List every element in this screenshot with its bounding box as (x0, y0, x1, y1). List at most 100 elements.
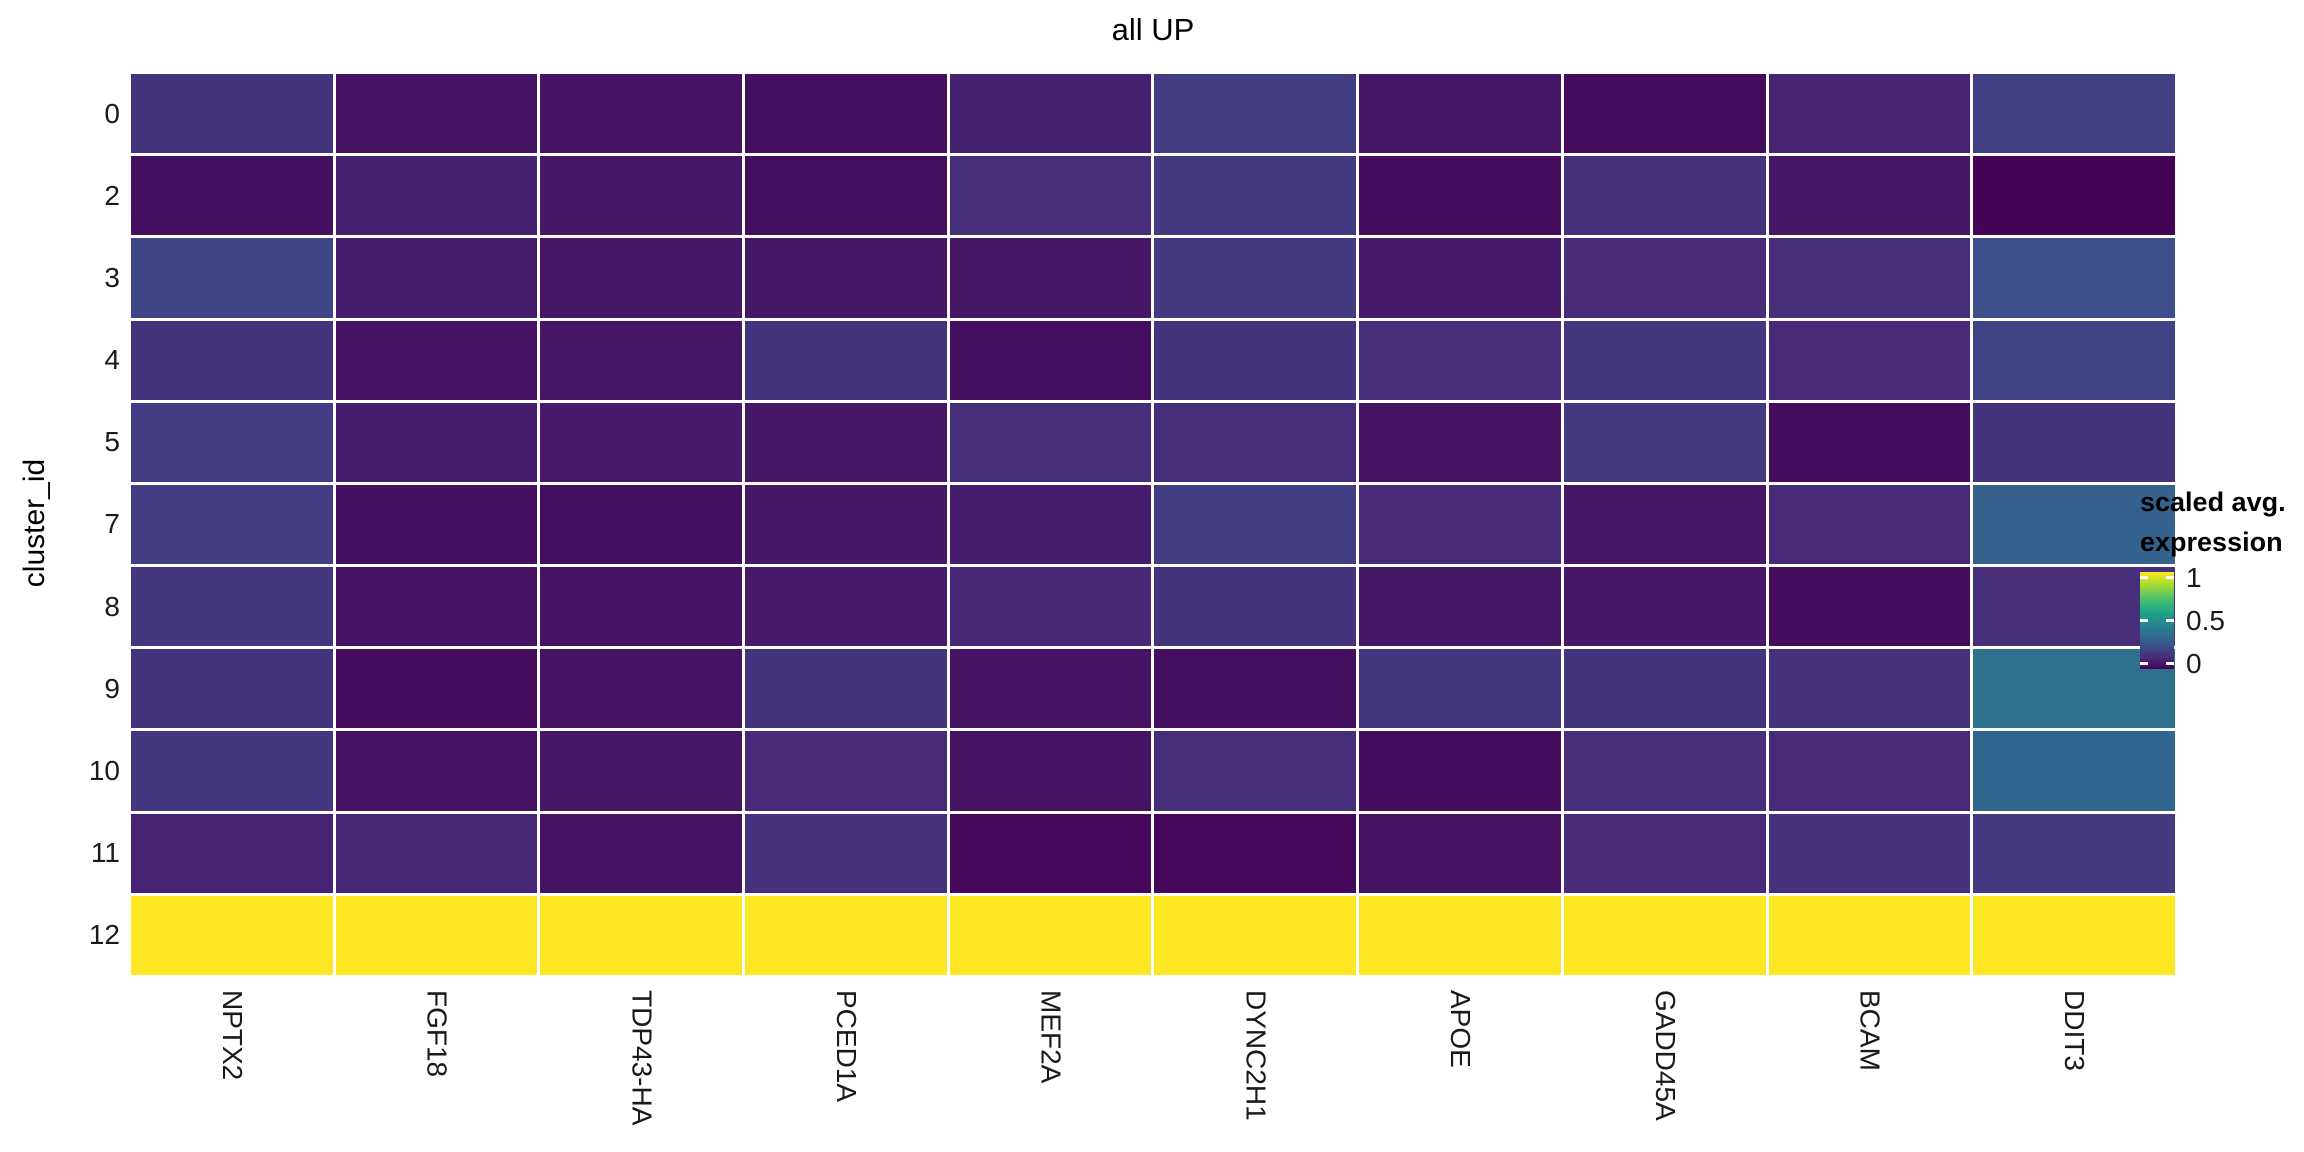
heatmap-cell (1768, 320, 1971, 400)
heatmap-cell (1154, 156, 1357, 236)
heatmap-cell (745, 156, 947, 236)
heatmap-cell (131, 731, 333, 811)
heatmap-cell (745, 74, 947, 154)
heatmap-cell (1973, 238, 2175, 318)
legend-tick-mark (2140, 662, 2148, 665)
heatmap-cell (131, 484, 333, 565)
heatmap-cell (1768, 567, 1971, 647)
heatmap-cell (1359, 731, 1561, 811)
heatmap-cell (1973, 74, 2175, 154)
heatmap-cell (1768, 649, 1971, 729)
heatmap-cell (1563, 484, 1766, 565)
heatmap-cell (540, 320, 743, 400)
heatmap-cell (949, 484, 1152, 565)
heatmap-cell (540, 895, 743, 975)
heatmap-cell (745, 895, 947, 975)
heatmap-cell (540, 74, 743, 154)
heatmap-cell (745, 402, 947, 482)
heatmap-cell (745, 238, 947, 318)
heatmap-cell (540, 567, 743, 647)
heatmap-cell (1359, 649, 1561, 729)
heatmap-cell (1154, 813, 1357, 893)
heatmap-cell (335, 731, 538, 811)
heatmap-cell (1359, 320, 1561, 400)
heatmap-cell (131, 402, 333, 482)
legend-title-line2: expression (2140, 527, 2283, 557)
heatmap-cell (335, 74, 538, 154)
y-tick-label: 8 (104, 590, 120, 622)
heatmap-cell (335, 813, 538, 893)
legend-tick-mark (2166, 576, 2174, 579)
heatmap-cell (540, 731, 743, 811)
heatmap-cell (131, 74, 333, 154)
heatmap-cell (540, 813, 743, 893)
heatmap-cell (745, 731, 947, 811)
heatmap-cell (949, 238, 1152, 318)
heatmap-cell (1563, 74, 1766, 154)
x-tick-label: TDP43-HA (626, 990, 658, 1126)
y-tick-label: 9 (104, 672, 120, 704)
heatmap-cell (1154, 895, 1357, 975)
x-tick-label: BCAM (1854, 990, 1886, 1071)
heatmap-cell (1359, 156, 1561, 236)
heatmap-cell (335, 320, 538, 400)
x-tick-label: DDIT3 (2059, 990, 2091, 1071)
heatmap-cell (540, 649, 743, 729)
heatmap-cell (1768, 813, 1971, 893)
legend-tick-mark (2140, 576, 2148, 579)
heatmap-cell (1563, 813, 1766, 893)
heatmap-cell (1563, 238, 1766, 318)
heatmap-cell (1768, 895, 1971, 975)
heatmap-cell (1973, 320, 2175, 400)
heatmap-cell (335, 895, 538, 975)
legend-tick-mark (2166, 619, 2174, 622)
heatmap-cell (540, 238, 743, 318)
plot-title: all UP (1111, 12, 1195, 47)
legend-tick-mark (2166, 662, 2174, 665)
x-tick-label: NPTX2 (216, 990, 248, 1081)
heatmap-cell (1563, 567, 1766, 647)
y-tick-label: 10 (88, 755, 120, 787)
heatmap-cell (1563, 402, 1766, 482)
heatmap-cell (1154, 649, 1357, 729)
heatmap-cell (131, 320, 333, 400)
x-tick-label: FGF18 (421, 990, 453, 1078)
heatmap-cell (1359, 238, 1561, 318)
heatmap-cell (1359, 895, 1561, 975)
heatmap-cell (949, 813, 1152, 893)
y-tick-label: 11 (90, 837, 120, 869)
heatmap-cell (131, 649, 333, 729)
y-tick-label: 3 (104, 261, 120, 293)
heatmap-cell (540, 484, 743, 565)
legend-colorbar-wrap: 1 0.5 0 (2140, 564, 2225, 678)
x-tick-label: APOE (1445, 990, 1477, 1068)
heatmap-cell (1563, 320, 1766, 400)
heatmap-cell (745, 813, 947, 893)
heatmap-cell (1154, 484, 1357, 565)
legend-title-line1: scaled avg. (2140, 487, 2286, 517)
heatmap-cell (949, 402, 1152, 482)
legend-tick-label: 0 (2186, 648, 2202, 679)
heatmap-cell (1768, 156, 1971, 236)
heatmap-cell (1359, 484, 1561, 565)
heatmap-cell (1973, 813, 2175, 893)
heatmap-cell (1359, 813, 1561, 893)
x-tick-label: PCED1A (830, 990, 862, 1103)
heatmap-cell (1154, 74, 1357, 154)
y-tick-label: 12 (88, 919, 120, 951)
heatmap-cell (1563, 731, 1766, 811)
legend-tick-label: 0.5 (2186, 605, 2225, 636)
heatmap-cell (131, 813, 333, 893)
heatmap-cell (949, 156, 1152, 236)
heatmap-cell (1768, 731, 1971, 811)
heatmap-cell (131, 238, 333, 318)
heatmap-cell (1563, 156, 1766, 236)
heatmap-cell (1973, 402, 2175, 482)
y-tick-label: 5 (104, 426, 120, 458)
heatmap-panel (131, 74, 2175, 975)
heatmap-cell (1768, 402, 1971, 482)
x-tick-label: DYNC2H1 (1240, 990, 1272, 1121)
heatmap-cell (1359, 402, 1561, 482)
heatmap-cell (1768, 484, 1971, 565)
heatmap-cell (335, 567, 538, 647)
